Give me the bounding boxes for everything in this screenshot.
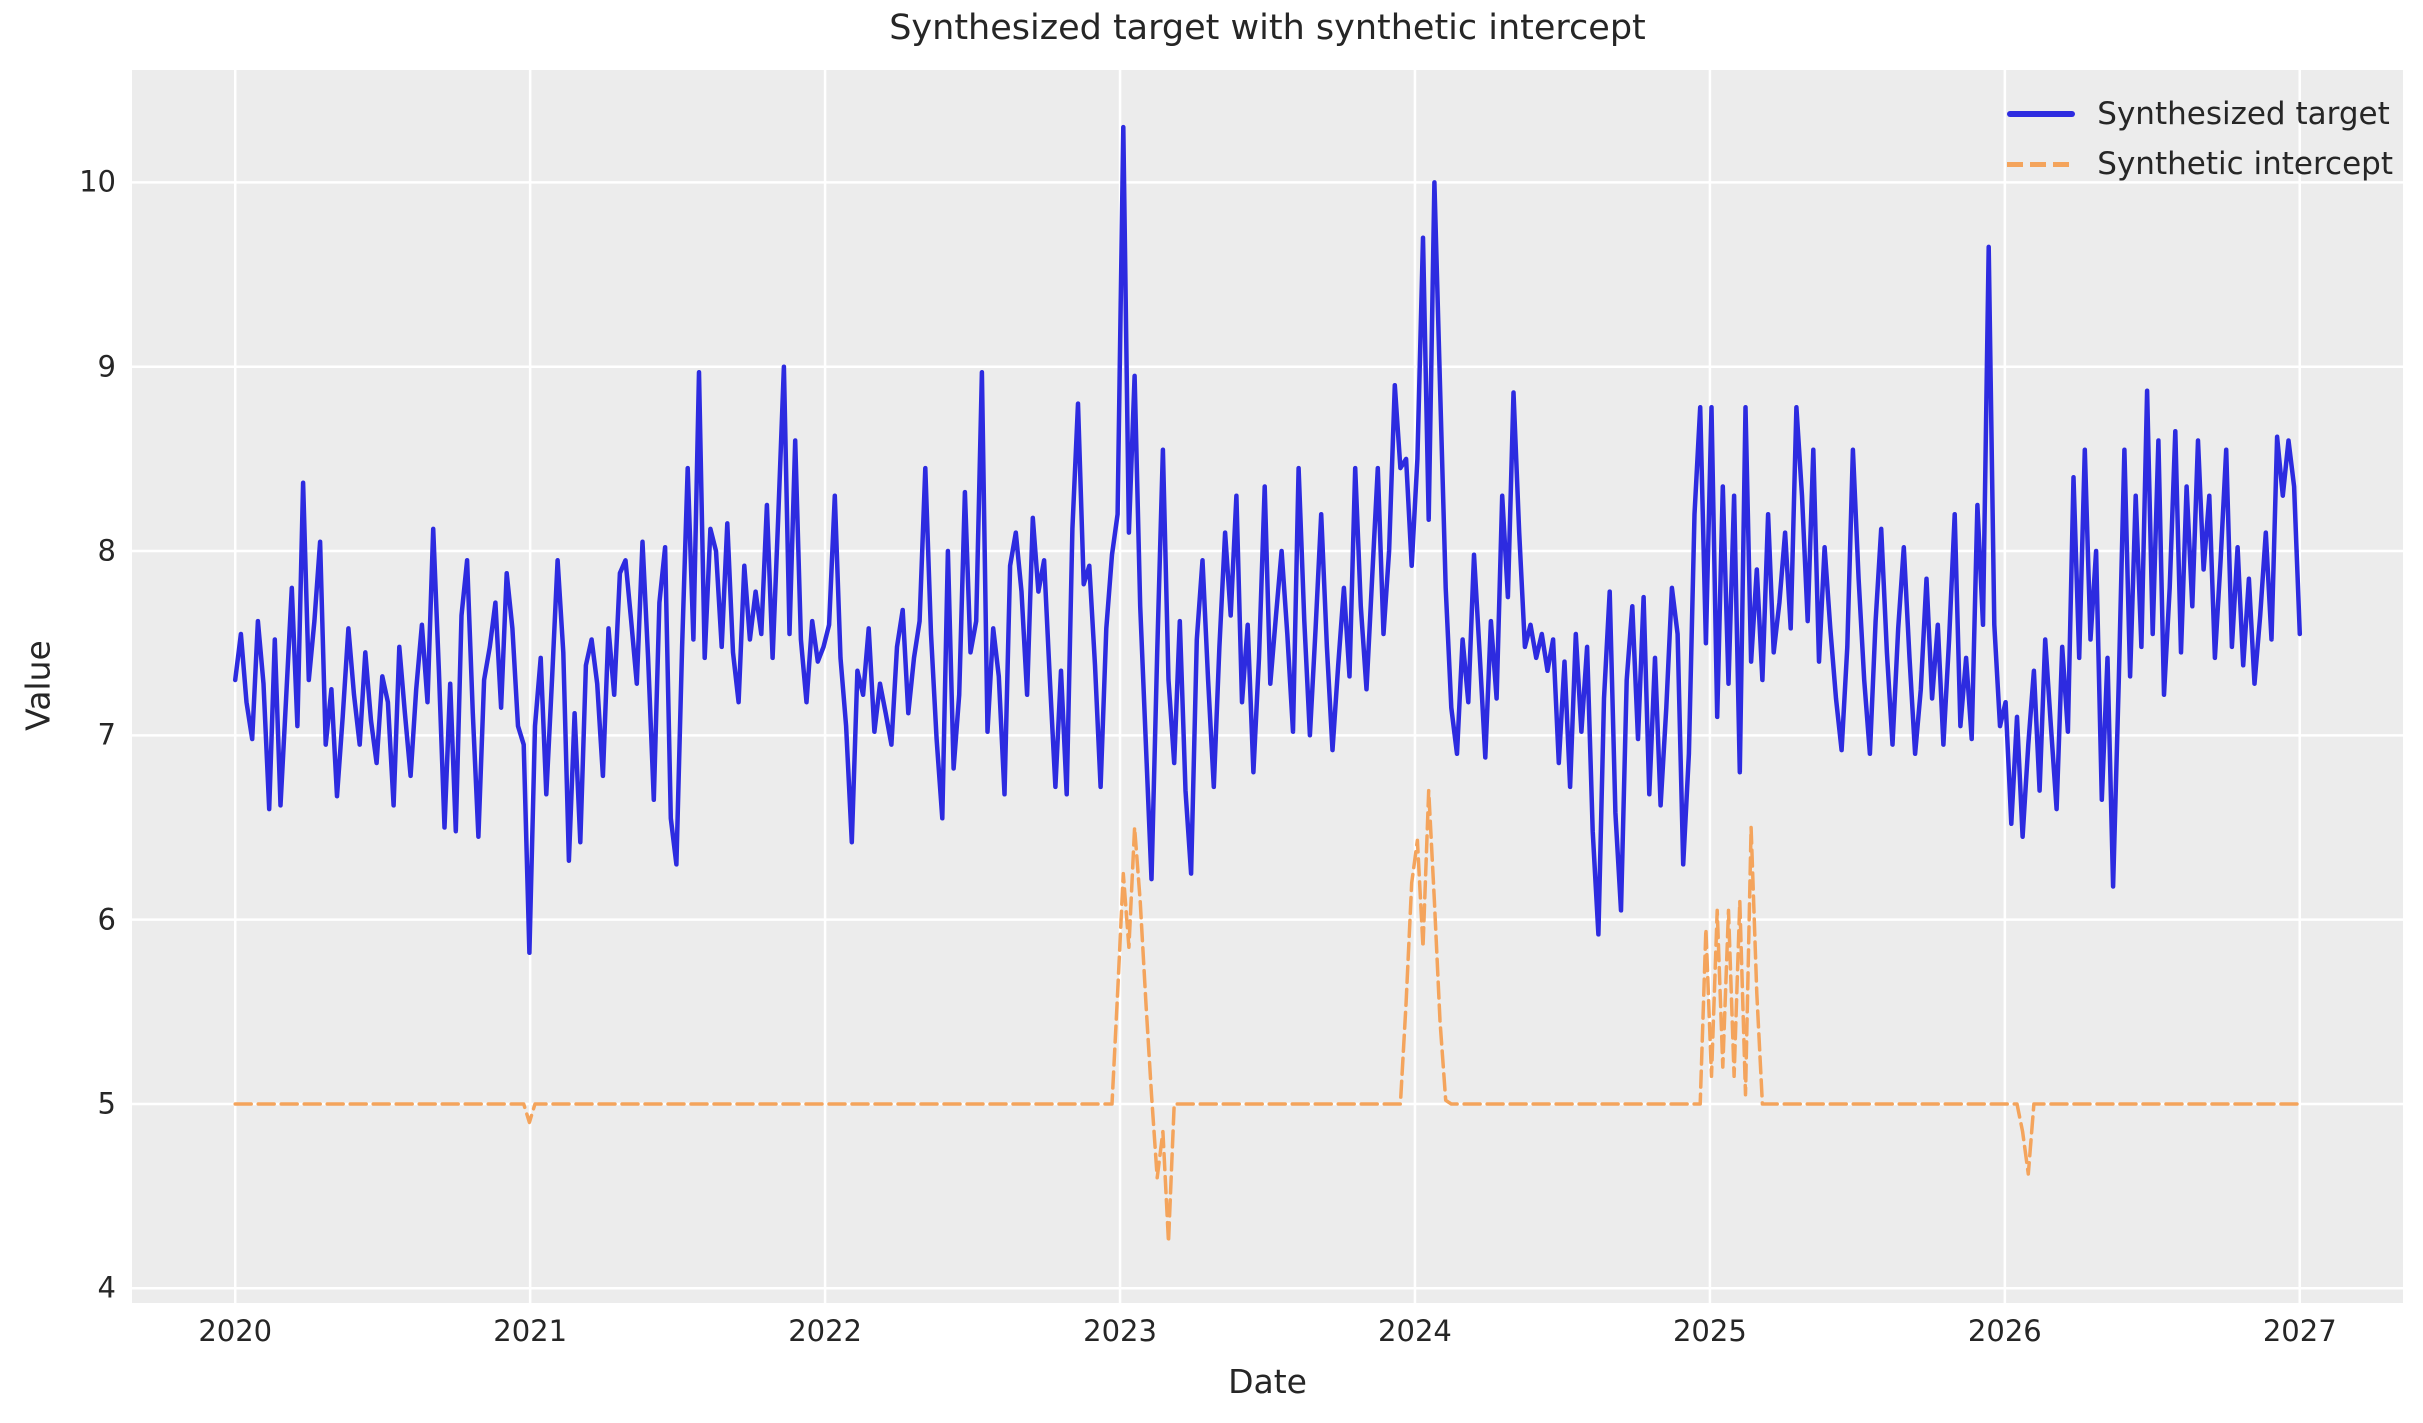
x-tick-label: 2024 bbox=[1378, 1314, 1452, 1348]
y-tick-label: 8 bbox=[97, 533, 116, 568]
y-tick-label: 5 bbox=[97, 1086, 116, 1121]
synthetic-intercept-line bbox=[233, 788, 2302, 1244]
chart-title: Synthesized target with synthetic interc… bbox=[889, 8, 1646, 48]
legend-label: Synthesized target bbox=[2097, 96, 2390, 132]
solid-line-swatch bbox=[2007, 111, 2076, 117]
x-tick-label: 2027 bbox=[2262, 1314, 2337, 1348]
x-tick-label: 2025 bbox=[1672, 1314, 1747, 1348]
y-tick-label: 9 bbox=[97, 349, 116, 384]
legend-item-synthesized-target: Synthesized target bbox=[2007, 96, 2390, 132]
legend-label: Synthetic intercept bbox=[2097, 146, 2393, 182]
legend-item-synthetic-intercept: Synthetic intercept bbox=[2007, 146, 2393, 182]
axes-background bbox=[132, 70, 2403, 1303]
x-tick-label: 2021 bbox=[493, 1314, 568, 1348]
x-axis-label: Date bbox=[1228, 1362, 1307, 1401]
x-tick-label: 2026 bbox=[1967, 1314, 2042, 1348]
x-tick-label: 2022 bbox=[788, 1314, 862, 1348]
y-axis-label: Value bbox=[18, 640, 58, 731]
y-tick-label: 4 bbox=[97, 1270, 116, 1305]
legend: Synthesized target Synthetic intercept bbox=[2007, 96, 2393, 182]
y-tick-label: 7 bbox=[97, 717, 116, 752]
synthesized-target-line bbox=[232, 124, 2303, 956]
x-tick-label: 2020 bbox=[198, 1314, 273, 1348]
dashed-line-swatch bbox=[2007, 161, 2076, 167]
y-tick-label: 10 bbox=[79, 164, 116, 199]
y-tick-label: 6 bbox=[97, 902, 116, 937]
x-tick-label: 2023 bbox=[1083, 1314, 1157, 1348]
